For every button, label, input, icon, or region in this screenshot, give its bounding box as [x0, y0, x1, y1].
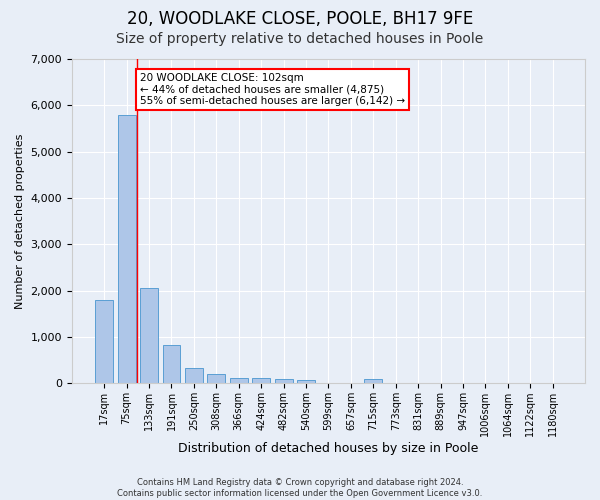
Bar — [163, 345, 181, 384]
Text: Size of property relative to detached houses in Poole: Size of property relative to detached ho… — [116, 32, 484, 46]
Bar — [140, 288, 158, 384]
Bar — [185, 368, 203, 384]
Bar — [118, 114, 136, 384]
Y-axis label: Number of detached properties: Number of detached properties — [15, 134, 25, 309]
X-axis label: Distribution of detached houses by size in Poole: Distribution of detached houses by size … — [178, 442, 479, 455]
Bar — [297, 380, 315, 384]
Text: 20 WOODLAKE CLOSE: 102sqm
← 44% of detached houses are smaller (4,875)
55% of se: 20 WOODLAKE CLOSE: 102sqm ← 44% of detac… — [140, 73, 405, 106]
Bar — [364, 378, 382, 384]
Bar — [275, 378, 293, 384]
Bar — [230, 378, 248, 384]
Text: 20, WOODLAKE CLOSE, POOLE, BH17 9FE: 20, WOODLAKE CLOSE, POOLE, BH17 9FE — [127, 10, 473, 28]
Bar — [252, 378, 270, 384]
Bar — [208, 374, 225, 384]
Bar — [95, 300, 113, 384]
Text: Contains HM Land Registry data © Crown copyright and database right 2024.
Contai: Contains HM Land Registry data © Crown c… — [118, 478, 482, 498]
